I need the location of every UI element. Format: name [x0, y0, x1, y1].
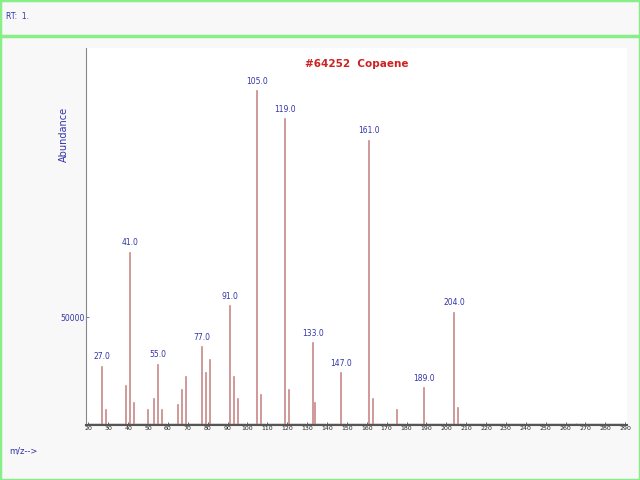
Text: 147.0: 147.0	[330, 359, 352, 368]
Text: RT:  1.: RT: 1.	[6, 12, 29, 21]
Text: 55.0: 55.0	[150, 350, 166, 359]
Text: 189.0: 189.0	[413, 374, 435, 383]
Text: 161.0: 161.0	[358, 126, 380, 135]
Text: 204.0: 204.0	[444, 299, 465, 308]
Text: 91.0: 91.0	[221, 292, 238, 301]
Text: 105.0: 105.0	[246, 77, 268, 85]
Text: 27.0: 27.0	[94, 352, 111, 361]
Text: 133.0: 133.0	[302, 329, 324, 337]
Text: m/z-->: m/z-->	[10, 447, 38, 456]
Text: 77.0: 77.0	[193, 333, 210, 342]
Text: Abundance: Abundance	[59, 107, 69, 162]
Text: #64252  Copaene: #64252 Copaene	[305, 60, 408, 69]
Text: 41.0: 41.0	[122, 238, 139, 247]
Text: 119.0: 119.0	[275, 105, 296, 114]
